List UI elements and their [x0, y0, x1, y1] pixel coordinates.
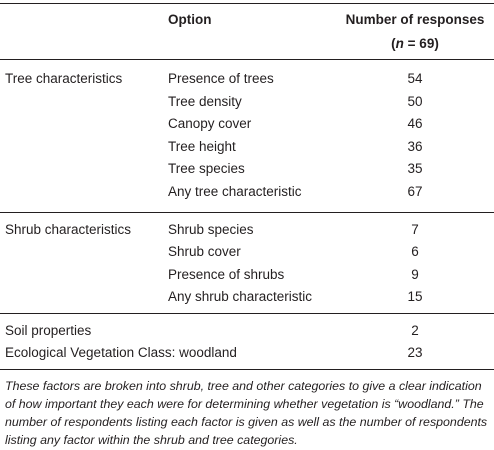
table-footnote: These factors are broken into shrub, tre… — [5, 379, 488, 447]
table-row-option: Tree species — [168, 161, 245, 176]
group-separator-rule — [0, 212, 494, 213]
table-row-value: 15 — [407, 289, 423, 304]
category-soil: Soil properties — [5, 323, 92, 338]
header-sample-size: (n = 69) — [391, 36, 439, 51]
header-responses: Number of responses — [345, 12, 485, 27]
table-row-value: 9 — [411, 267, 419, 282]
header-option: Option — [168, 12, 212, 27]
table-row-value: 2 — [411, 323, 419, 338]
table-row-value: 23 — [407, 345, 423, 360]
table-row-option: Tree height — [168, 139, 236, 154]
table-row-value: 7 — [411, 222, 419, 237]
table-row-option: Shrub cover — [168, 244, 241, 259]
table-row-option: Shrub species — [168, 222, 254, 237]
table-row-value: 35 — [407, 161, 423, 176]
table-row-value: 46 — [407, 116, 423, 131]
table-row-option: Presence of shrubs — [168, 267, 285, 282]
table-row-value: 67 — [407, 184, 423, 199]
header-bottom-rule — [0, 59, 494, 60]
category-shrub: Shrub characteristics — [5, 222, 132, 237]
table-row-value: 6 — [411, 244, 419, 259]
table-row-value: 50 — [407, 94, 423, 109]
category-tree: Tree characteristics — [5, 71, 123, 86]
table-row-value: 36 — [407, 139, 423, 154]
table-row-value: 54 — [407, 71, 423, 86]
table-row-option: Canopy cover — [168, 116, 252, 131]
table-row-option: Tree density — [168, 94, 242, 109]
table-row-option: Any shrub characteristic — [168, 289, 313, 304]
table-row-option: Presence of trees — [168, 71, 274, 86]
table-row-option: Any tree characteristic — [168, 184, 302, 199]
table-top-rule — [0, 3, 494, 4]
group-separator-rule — [0, 313, 494, 314]
table-bottom-rule — [0, 369, 494, 370]
category-evc: Ecological Vegetation Class: woodland — [5, 345, 237, 360]
